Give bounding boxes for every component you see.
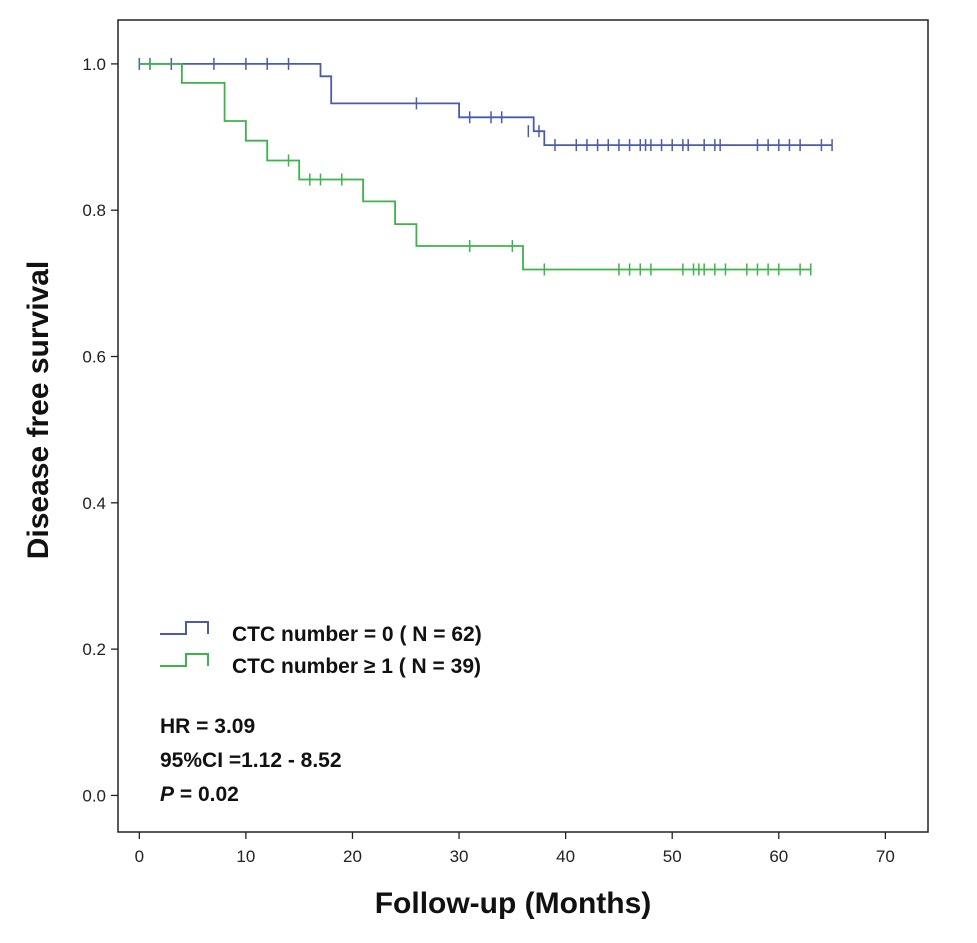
- y-tick-label: 0.2: [82, 640, 106, 659]
- legend: CTC number = 0 ( N = 62) CTC number ≥ 1 …: [160, 621, 482, 678]
- legend-swatch-ctc-0: [160, 621, 209, 635]
- ticks: 0 10 20 30 40 50 60 70 0.0 0.2 0.4 0.6 0.8 1.0: [82, 55, 894, 866]
- x-tick-label: 10: [236, 847, 255, 866]
- y-axis-title: Disease free survival: [22, 261, 55, 560]
- x-tick-label: 30: [450, 847, 469, 866]
- plot-frame: [117, 19, 929, 833]
- legend-label-ctc-1: CTC number ≥ 1 ( N = 39): [232, 655, 481, 678]
- x-tick-label: 60: [769, 847, 788, 866]
- confidence-interval: 95%CI =1.12 - 8.52: [160, 749, 342, 772]
- hazard-ratio: HR = 3.09: [160, 715, 255, 738]
- x-tick-label: 50: [663, 847, 682, 866]
- stats-annotation: HR = 3.09 95%CI =1.12 - 8.52 P = 0.02: [160, 715, 342, 806]
- y-tick-label: 0.0: [82, 786, 106, 805]
- series-layer: [138, 57, 833, 276]
- p-value-symbol: P: [160, 783, 175, 806]
- x-axis-title: Follow-up (Months): [375, 887, 652, 920]
- series-1: [139, 57, 812, 276]
- y-tick-label: 1.0: [82, 55, 106, 74]
- survival-curve: [139, 63, 811, 271]
- legend-swatch-ctc-1: [160, 653, 209, 667]
- x-tick-label: 40: [556, 847, 575, 866]
- p-value-number: = 0.02: [174, 783, 239, 806]
- x-tick-label: 20: [343, 847, 362, 866]
- x-tick-label: 0: [135, 847, 144, 866]
- legend-label-ctc-0: CTC number = 0 ( N = 62): [232, 623, 482, 646]
- survival-curve: [139, 63, 833, 146]
- axes: [117, 19, 929, 833]
- y-tick-label: 0.6: [82, 348, 106, 367]
- y-tick-label: 0.8: [82, 201, 106, 220]
- series-0: [138, 57, 833, 152]
- p-value: P = 0.02: [160, 783, 239, 806]
- y-tick-label: 0.4: [82, 494, 106, 513]
- x-tick-label: 70: [876, 847, 895, 866]
